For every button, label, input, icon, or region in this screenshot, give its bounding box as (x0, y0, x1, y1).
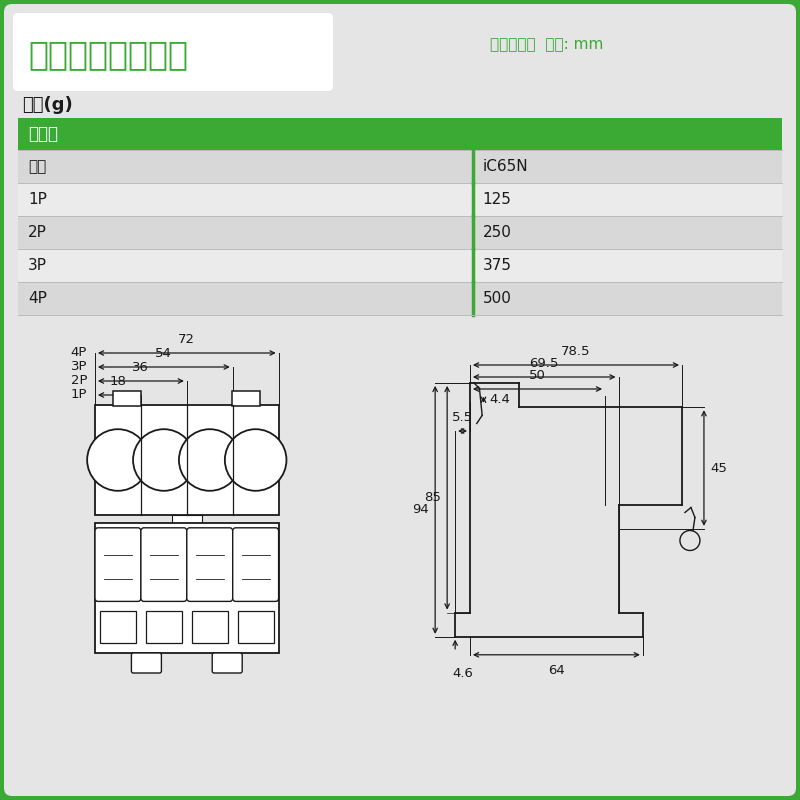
Bar (18, 216, 782, 249)
Text: 4P: 4P (28, 291, 47, 306)
Text: 50: 50 (529, 369, 546, 382)
Bar (238, 611, 274, 642)
Circle shape (87, 429, 149, 490)
Text: 94: 94 (413, 503, 429, 517)
FancyBboxPatch shape (13, 13, 333, 91)
Circle shape (225, 429, 286, 490)
FancyBboxPatch shape (95, 528, 141, 602)
Text: 施耗德工业自动化: 施耗德工业自动化 (28, 38, 188, 71)
Text: 54: 54 (155, 347, 172, 360)
Bar (192, 611, 228, 642)
Text: 2P: 2P (70, 374, 87, 387)
FancyBboxPatch shape (233, 528, 278, 602)
Text: 4P: 4P (70, 346, 87, 359)
Bar (146, 611, 182, 642)
FancyBboxPatch shape (131, 653, 162, 673)
Bar (172, 515, 202, 523)
Text: 18: 18 (110, 375, 126, 388)
Text: 重量(g): 重量(g) (22, 96, 73, 114)
Text: 1P: 1P (70, 389, 87, 402)
Text: 4.4: 4.4 (490, 394, 510, 406)
Text: 45: 45 (710, 462, 727, 474)
Bar (233, 391, 261, 406)
FancyBboxPatch shape (4, 4, 796, 796)
Circle shape (179, 429, 241, 490)
Text: 375: 375 (482, 258, 511, 273)
Bar (18, 118, 782, 150)
Text: 64: 64 (548, 664, 565, 677)
Text: 500: 500 (482, 291, 511, 306)
Text: iC65N: iC65N (482, 159, 528, 174)
Text: 5.5: 5.5 (452, 411, 473, 424)
Text: 类型: 类型 (28, 159, 46, 174)
Text: 4.6: 4.6 (452, 666, 473, 680)
Text: 36: 36 (133, 361, 150, 374)
Bar (95, 523, 278, 653)
Text: 1P: 1P (28, 192, 47, 207)
Text: 78.5: 78.5 (562, 345, 590, 358)
FancyBboxPatch shape (141, 528, 187, 602)
Bar (113, 391, 141, 406)
Bar (95, 405, 278, 515)
Text: 250: 250 (482, 225, 511, 240)
FancyBboxPatch shape (212, 653, 242, 673)
Text: 69.5: 69.5 (530, 357, 559, 370)
Bar (18, 282, 782, 315)
Bar (100, 611, 136, 642)
Text: 产品尺寸：  单位: mm: 产品尺寸： 单位: mm (490, 38, 603, 53)
Circle shape (133, 429, 194, 490)
Text: 断路器: 断路器 (28, 125, 58, 143)
Bar (18, 150, 782, 183)
Text: 85: 85 (424, 491, 441, 504)
Text: 3P: 3P (28, 258, 47, 273)
FancyBboxPatch shape (187, 528, 233, 602)
Bar (18, 183, 782, 216)
Bar (18, 249, 782, 282)
Text: 72: 72 (178, 333, 195, 346)
Text: 3P: 3P (70, 361, 87, 374)
Text: 125: 125 (482, 192, 511, 207)
Text: 2P: 2P (28, 225, 47, 240)
